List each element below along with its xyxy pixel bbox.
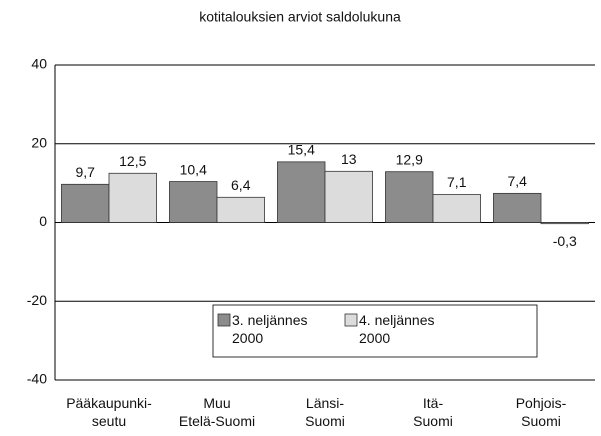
bar: [324, 170, 373, 223]
legend-box: [212, 304, 538, 358]
value-label: 13: [341, 151, 357, 167]
bar: [277, 161, 326, 223]
chart-title: kotitalouksien arviot saldolukuna: [199, 9, 401, 25]
bar: [385, 171, 434, 223]
legend-label: 4. neljännes 2000: [359, 312, 435, 346]
value-label: 6,4: [231, 177, 251, 193]
value-label: 15,4: [288, 142, 315, 158]
bar: [540, 222, 589, 225]
bar: [216, 196, 265, 223]
y-tick-label: -40: [27, 371, 47, 387]
x-tick-label: Länsi- Suomi: [305, 395, 345, 429]
y-tick-label: -20: [27, 292, 47, 308]
x-tick-label: Itä- Suomi: [413, 395, 453, 429]
value-label: 12,5: [119, 153, 146, 169]
bar: [432, 194, 481, 223]
x-tick-label: Pääkaupunki- seutu: [66, 395, 152, 429]
value-label: -0,3: [553, 233, 577, 249]
legend-swatch: [217, 313, 231, 327]
bar: [169, 181, 218, 223]
bar: [61, 183, 110, 223]
y-tick-label: 40: [31, 56, 47, 72]
value-label: 7,1: [447, 174, 467, 190]
legend-swatch: [344, 313, 358, 327]
value-label: 12,9: [396, 151, 423, 167]
legend-label: 3. neljännes 2000: [232, 312, 308, 346]
x-tick-label: Pohjois- Suomi: [515, 395, 567, 429]
y-tick-label: 0: [39, 213, 47, 229]
bar: [108, 172, 157, 223]
bar: [493, 192, 542, 223]
value-label: 7,4: [508, 173, 528, 189]
x-tick-label: Muu Etelä-Suomi: [178, 395, 256, 429]
value-label: 9,7: [76, 164, 96, 180]
value-label: 10,4: [180, 161, 207, 177]
y-tick-label: 20: [31, 134, 47, 150]
